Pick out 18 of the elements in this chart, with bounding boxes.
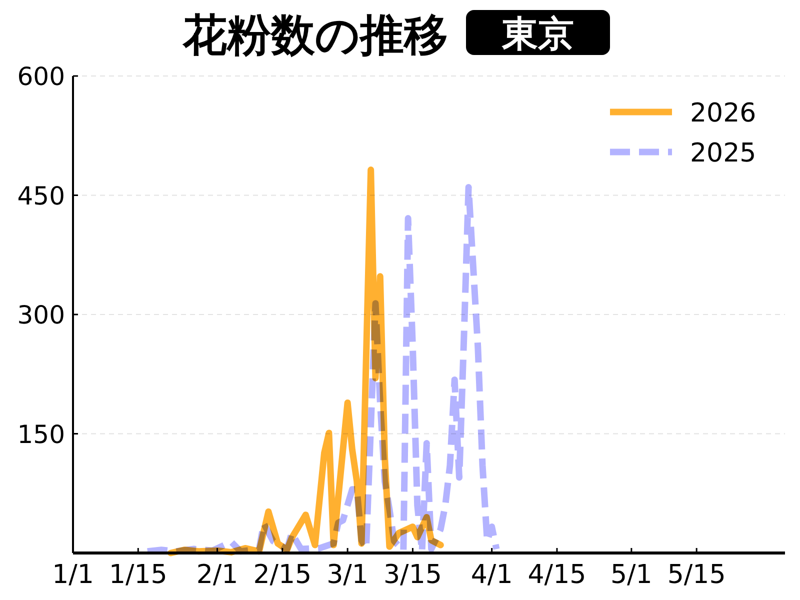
x-tick-label: 3/1 [326,560,368,590]
x-tick-label: 2/15 [253,560,312,590]
x-tick-label: 5/1 [610,560,652,590]
chart-subtitle: 東京 [501,14,574,55]
x-tick-label: 2/1 [196,560,238,590]
x-tick-label: 5/15 [667,560,726,590]
x-tick-label: 1/1 [52,560,94,590]
x-tick-label: 3/15 [384,560,442,590]
x-tick-label: 4/15 [528,560,586,590]
y-tick-label: 300 [17,300,65,330]
y-tick-label: 150 [17,420,65,449]
chart-title: 花粉数の推移 [182,10,448,61]
legend-label: 2025 [690,138,756,168]
y-tick-label: 450 [17,181,65,210]
legend-label: 2026 [690,98,756,128]
y-tick-label: 600 [17,62,65,91]
x-tick-label: 1/15 [108,560,168,590]
x-tick-label: 4/1 [470,560,513,590]
